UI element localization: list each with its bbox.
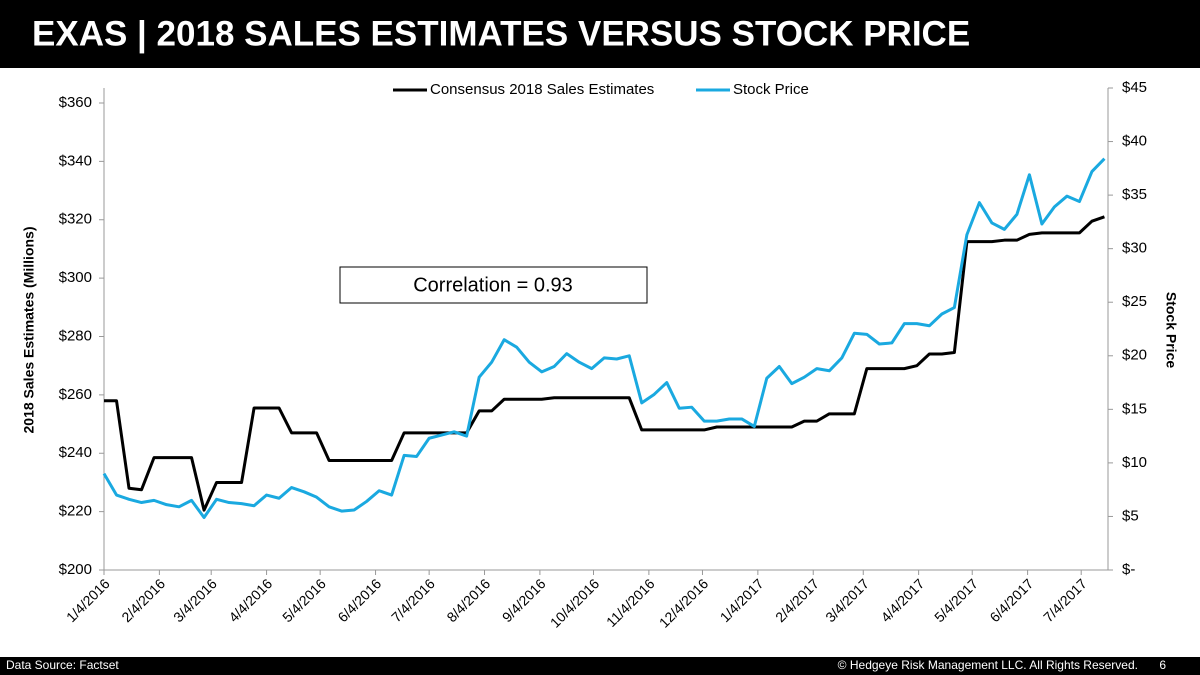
x-tick-label: 8/4/2016 [443, 575, 493, 625]
x-tick-label: 3/4/2017 [822, 575, 872, 625]
chart-title: EXAS | 2018 SALES ESTIMATES VERSUS STOCK… [32, 14, 970, 53]
footer-source: Data Source: Factset [6, 658, 119, 672]
y2-tick-label: $25 [1122, 293, 1147, 310]
y2-axis-label: Stock Price [1163, 292, 1179, 368]
y2-tick-label: $20 [1122, 347, 1147, 364]
x-tick-label: 12/4/2016 [656, 575, 712, 631]
title-bar [0, 0, 1200, 68]
y2-tick-label: $40 [1122, 133, 1147, 150]
x-tick-label: 7/4/2017 [1040, 575, 1090, 625]
x-tick-label: 4/4/2016 [225, 575, 275, 625]
y-tick-label: $280 [59, 327, 92, 344]
x-tick-label: 11/4/2016 [603, 575, 658, 630]
y2-tick-label: $30 [1122, 240, 1147, 257]
x-tick-label: 5/4/2017 [931, 575, 981, 625]
y-tick-label: $240 [59, 444, 92, 461]
x-tick-label: 4/4/2017 [878, 575, 928, 625]
footer-copyright: © Hedgeye Risk Management LLC. All Right… [838, 658, 1138, 672]
y-tick-label: $200 [59, 561, 92, 578]
y-tick-label: $360 [59, 94, 92, 111]
y2-tick-label: $15 [1122, 400, 1147, 417]
y2-tick-label: $45 [1122, 79, 1147, 96]
x-tick-label: 5/4/2016 [279, 575, 329, 625]
y2-tick-label: $10 [1122, 454, 1147, 471]
y-tick-label: $260 [59, 386, 92, 403]
x-tick-label: 7/4/2016 [388, 575, 438, 625]
series-line [104, 215, 1105, 512]
x-tick-label: 9/4/2016 [499, 575, 549, 625]
x-tick-label: 6/4/2016 [334, 575, 384, 625]
x-tick-label: 3/4/2016 [170, 575, 220, 625]
y-axis-label: 2018 Sales Estimates (Millions) [21, 227, 37, 434]
x-tick-label: 2/4/2017 [772, 575, 822, 625]
y-tick-label: $300 [59, 269, 92, 286]
x-tick-label: 1/4/2017 [717, 575, 767, 625]
y-tick-label: $340 [59, 152, 92, 169]
x-tick-label: 2/4/2016 [118, 575, 168, 625]
page-number: 6 [1159, 658, 1166, 672]
series-line [102, 157, 1106, 520]
legend-label: Consensus 2018 Sales Estimates [430, 81, 654, 98]
y-tick-label: $220 [59, 503, 92, 520]
y2-tick-label: $35 [1122, 186, 1147, 203]
annotation-box [339, 266, 648, 304]
x-tick-label: 10/4/2016 [547, 575, 603, 631]
y2-tick-label: $- [1122, 561, 1135, 578]
x-tick-label: 6/4/2017 [986, 575, 1036, 625]
footer-bar [0, 657, 1200, 675]
annotation: Correlation = 0.93 [413, 274, 573, 296]
y-tick-label: $320 [59, 211, 92, 228]
legend-label: Stock Price [733, 81, 809, 98]
y2-tick-label: $5 [1122, 507, 1139, 524]
x-tick-label: 1/4/2016 [63, 575, 113, 625]
